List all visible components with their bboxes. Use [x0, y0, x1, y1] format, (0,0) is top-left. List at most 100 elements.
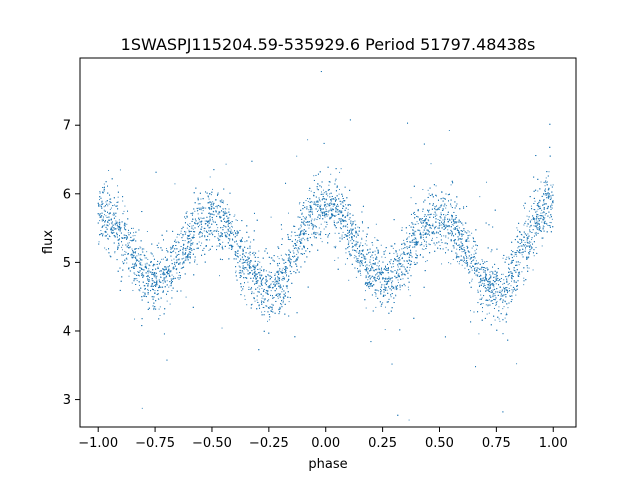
data-point [287, 258, 289, 260]
data-point [156, 275, 158, 277]
data-point [300, 226, 302, 228]
data-point [345, 220, 347, 222]
data-point [402, 273, 404, 275]
data-point [409, 295, 411, 297]
data-point [425, 237, 427, 239]
data-point [259, 273, 261, 275]
data-point [537, 190, 539, 192]
data-point [160, 276, 162, 278]
data-point [511, 278, 513, 280]
data-point [550, 206, 552, 208]
data-point [247, 261, 249, 263]
data-point [330, 173, 332, 175]
data-point [488, 283, 490, 285]
data-point [284, 253, 286, 255]
data-point [342, 231, 344, 233]
data-point [399, 289, 401, 291]
data-point [289, 265, 291, 267]
data-point [124, 234, 126, 236]
data-point [261, 282, 263, 284]
data-point [268, 319, 270, 321]
data-point [535, 234, 537, 236]
data-point [217, 192, 219, 194]
data-point [445, 247, 447, 249]
data-point [400, 253, 402, 255]
data-point [182, 235, 184, 237]
data-point [158, 298, 160, 300]
data-point [209, 233, 211, 235]
data-point [264, 299, 266, 301]
data-point [246, 304, 248, 306]
data-point [552, 184, 554, 186]
data-point [398, 249, 400, 251]
data-point [489, 271, 491, 273]
data-point [308, 209, 310, 211]
data-point [121, 254, 123, 256]
data-point [187, 223, 189, 225]
data-point [200, 209, 202, 211]
data-point [185, 296, 187, 298]
data-point [138, 254, 140, 256]
data-point [308, 214, 310, 216]
data-point [313, 219, 315, 221]
data-point [507, 276, 509, 278]
data-point [542, 227, 544, 229]
data-point [380, 290, 382, 292]
data-point [260, 275, 262, 277]
data-point [524, 244, 526, 246]
data-point [378, 273, 380, 275]
data-point [312, 225, 314, 227]
data-point [262, 300, 264, 302]
data-point [280, 284, 282, 286]
data-point [396, 289, 398, 291]
data-point [165, 248, 167, 250]
data-point [495, 274, 497, 276]
data-point [233, 233, 235, 235]
data-point [523, 284, 525, 286]
data-point [161, 273, 163, 275]
data-point [243, 267, 245, 269]
data-point [263, 298, 265, 300]
data-point [270, 306, 272, 308]
data-point [218, 235, 220, 237]
data-point [288, 259, 290, 261]
data-point [368, 287, 370, 289]
data-point [249, 267, 251, 269]
data-point [419, 233, 421, 235]
data-point [534, 209, 536, 211]
data-point [372, 257, 374, 259]
data-point [445, 214, 447, 216]
data-point [235, 272, 237, 274]
data-point [169, 285, 171, 287]
data-point [117, 185, 119, 187]
data-point [243, 259, 245, 261]
data-point [464, 267, 466, 269]
data-point [150, 271, 152, 273]
data-point [453, 218, 455, 220]
data-point [140, 273, 142, 275]
data-point [270, 283, 272, 285]
data-point [227, 233, 229, 235]
data-point [517, 251, 519, 253]
data-point [296, 155, 298, 157]
data-point [376, 269, 378, 271]
data-point [414, 242, 416, 244]
data-point [111, 223, 113, 225]
data-point [333, 220, 335, 222]
data-point [492, 292, 494, 294]
data-point [415, 223, 417, 225]
data-point [221, 199, 223, 201]
data-point [147, 290, 149, 292]
data-point [402, 278, 404, 280]
data-point [548, 195, 550, 197]
data-point [489, 281, 491, 283]
data-point [436, 237, 438, 239]
data-point [370, 263, 372, 265]
data-point [488, 299, 490, 301]
data-point [274, 282, 276, 284]
data-point [436, 195, 437, 197]
data-point [392, 247, 394, 249]
data-point [172, 267, 174, 269]
data-point [426, 229, 428, 231]
data-point [230, 223, 232, 225]
